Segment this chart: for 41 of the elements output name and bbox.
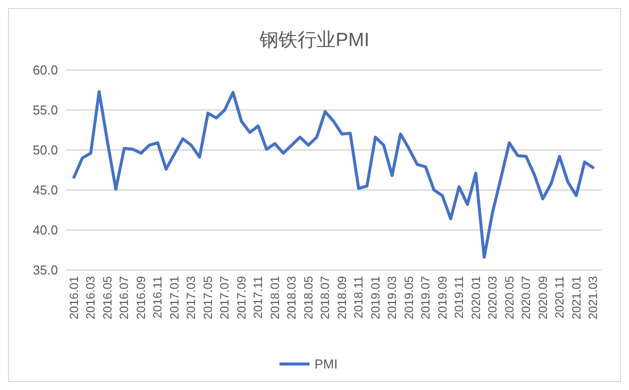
y-tick-label: 40.0 [32, 222, 58, 238]
x-tick-label: 2017.11 [251, 276, 266, 318]
y-tick-label: 55.0 [32, 102, 58, 118]
x-tick-label: 2019.07 [418, 276, 433, 320]
x-tick-label: 2016.07 [117, 276, 132, 320]
legend-label: PMI [314, 356, 338, 372]
line-series [72, 90, 594, 259]
x-tick-label: 2017.09 [234, 276, 248, 320]
x-tick-label: 2018.03 [284, 276, 299, 320]
x-tick-label: 2019.03 [385, 276, 400, 320]
x-tick-label: 2020.07 [519, 276, 534, 320]
x-tick-label: 2020.05 [502, 276, 516, 320]
x-tick-label: 2021.03 [586, 276, 600, 320]
y-tick-label: 60.0 [32, 62, 58, 78]
x-tick-label: 2019.11 [452, 276, 466, 318]
x-tick-label: 2018.09 [334, 276, 349, 320]
x-tick-label: 2017.03 [184, 276, 198, 320]
x-tick-label: 2018.11 [352, 276, 366, 318]
x-tick-label: 2016.05 [100, 276, 114, 320]
x-tick-label: 2020.11 [552, 276, 567, 318]
x-tick-label: 2018.07 [318, 276, 332, 320]
x-tick-label: 2016.09 [134, 276, 148, 320]
x-tick-label: 2020.03 [486, 276, 500, 320]
x-tick-label: 2017.07 [218, 276, 232, 320]
chart-title: 钢铁行业PMI [258, 30, 370, 51]
y-tick-label: 45.0 [32, 182, 58, 198]
x-tick-label: 2021.01 [569, 276, 584, 320]
x-tick-label: 2019.01 [368, 276, 382, 320]
x-tick-label: 2019.05 [402, 276, 416, 320]
x-tick-label: 2016.11 [150, 276, 165, 318]
x-tick-label: 2018.01 [268, 276, 282, 320]
y-tick-label: 50.0 [32, 142, 58, 158]
x-tick-label: 2016.03 [84, 276, 98, 320]
x-tick-label: 2017.01 [167, 276, 182, 320]
x-tick-label: 2016.01 [67, 276, 81, 320]
y-tick-label: 35.0 [32, 262, 58, 278]
x-tick-label: 2017.05 [200, 276, 215, 320]
x-tick-label: 2018.05 [301, 276, 316, 320]
x-tick-label: 2020.09 [536, 276, 550, 320]
x-tick-label: 2019.09 [435, 276, 450, 320]
x-tick-label: 2020.01 [468, 276, 483, 320]
